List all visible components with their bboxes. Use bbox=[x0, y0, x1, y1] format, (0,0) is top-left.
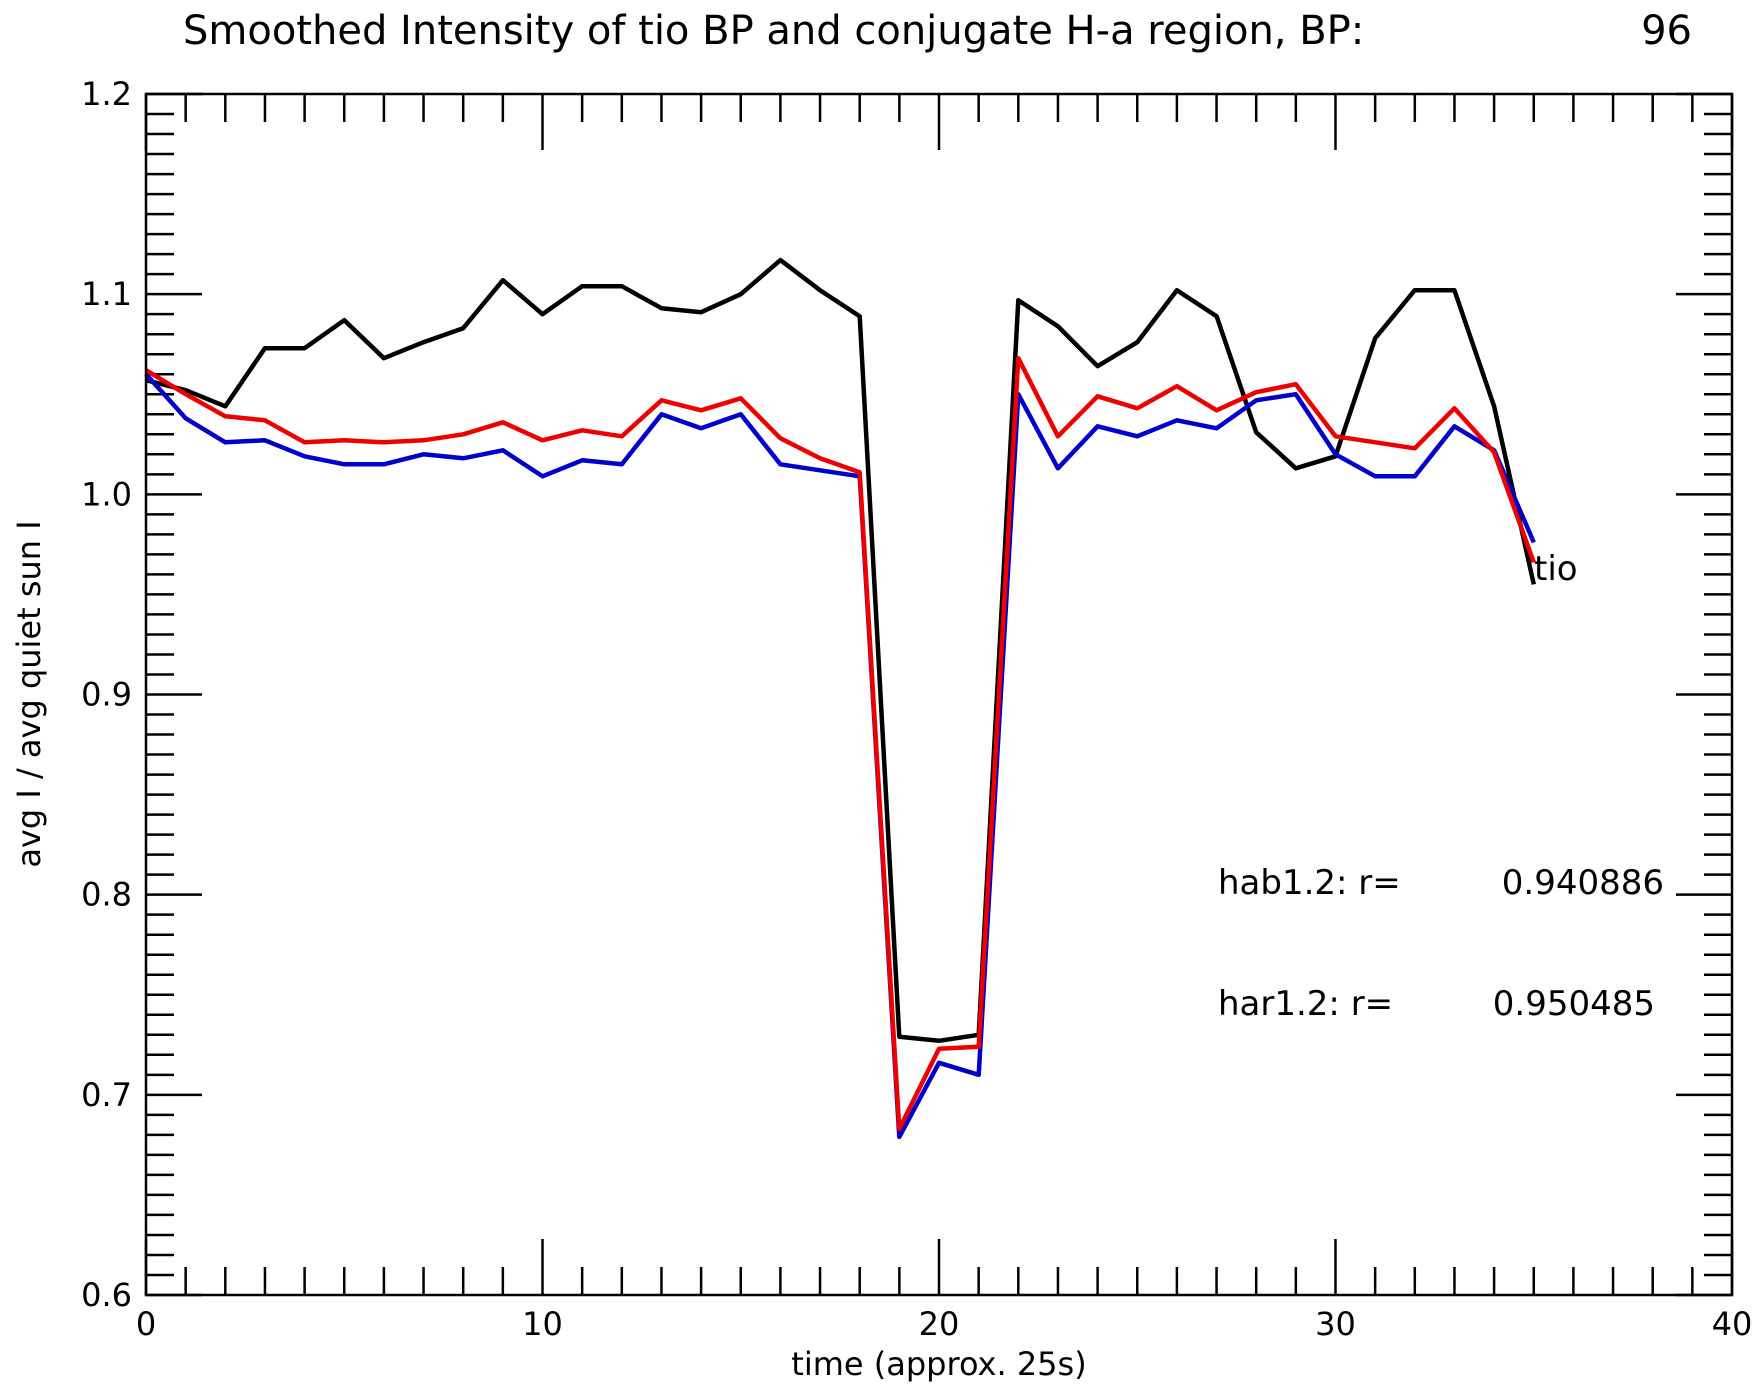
line-label-tio: tio bbox=[1534, 549, 1578, 589]
chart-title: Smoothed Intensity of tio BP and conjuga… bbox=[183, 8, 1364, 54]
y-tick-label: 0.6 bbox=[81, 1276, 132, 1314]
annotation-har-value: 0.950485 bbox=[1493, 984, 1655, 1024]
y-tick-label: 1.1 bbox=[81, 275, 132, 313]
x-tick-label: 10 bbox=[522, 1305, 563, 1343]
series-line-har1.2 bbox=[144, 355, 1536, 1132]
axis-ticks bbox=[144, 92, 1734, 1297]
x-tick-label: 20 bbox=[919, 1305, 960, 1343]
series-lines bbox=[144, 257, 1536, 1140]
y-axis-label: avg I / avg quiet sun I bbox=[10, 520, 48, 867]
y-tick-label: 0.9 bbox=[81, 676, 132, 714]
y-tick-label: 0.8 bbox=[81, 876, 132, 914]
series-line-hab1.2 bbox=[144, 372, 1536, 1140]
annotation-hab-label: hab1.2: r= bbox=[1218, 863, 1401, 903]
x-tick-label: 30 bbox=[1315, 1305, 1356, 1343]
x-tick-label: 40 bbox=[1712, 1305, 1753, 1343]
axis-tick-labels: 0 10 20 30 40 0.6 0.7 0.8 0.9 1.0 1.1 1.2 bbox=[81, 75, 1752, 1343]
annotation-har-label: har1.2: r= bbox=[1218, 984, 1393, 1024]
y-tick-label: 0.7 bbox=[81, 1076, 132, 1114]
plot-frame bbox=[144, 92, 1734, 1297]
y-tick-label: 1.2 bbox=[81, 75, 132, 113]
series-line-tio bbox=[145, 257, 1536, 1044]
annotation-hab-value: 0.940886 bbox=[1502, 863, 1664, 903]
x-tick-label: 0 bbox=[136, 1305, 156, 1343]
chart-title-value: 96 bbox=[1641, 8, 1692, 54]
y-tick-label: 1.0 bbox=[81, 475, 132, 513]
x-axis-label: time (approx. 25s) bbox=[791, 1345, 1086, 1383]
